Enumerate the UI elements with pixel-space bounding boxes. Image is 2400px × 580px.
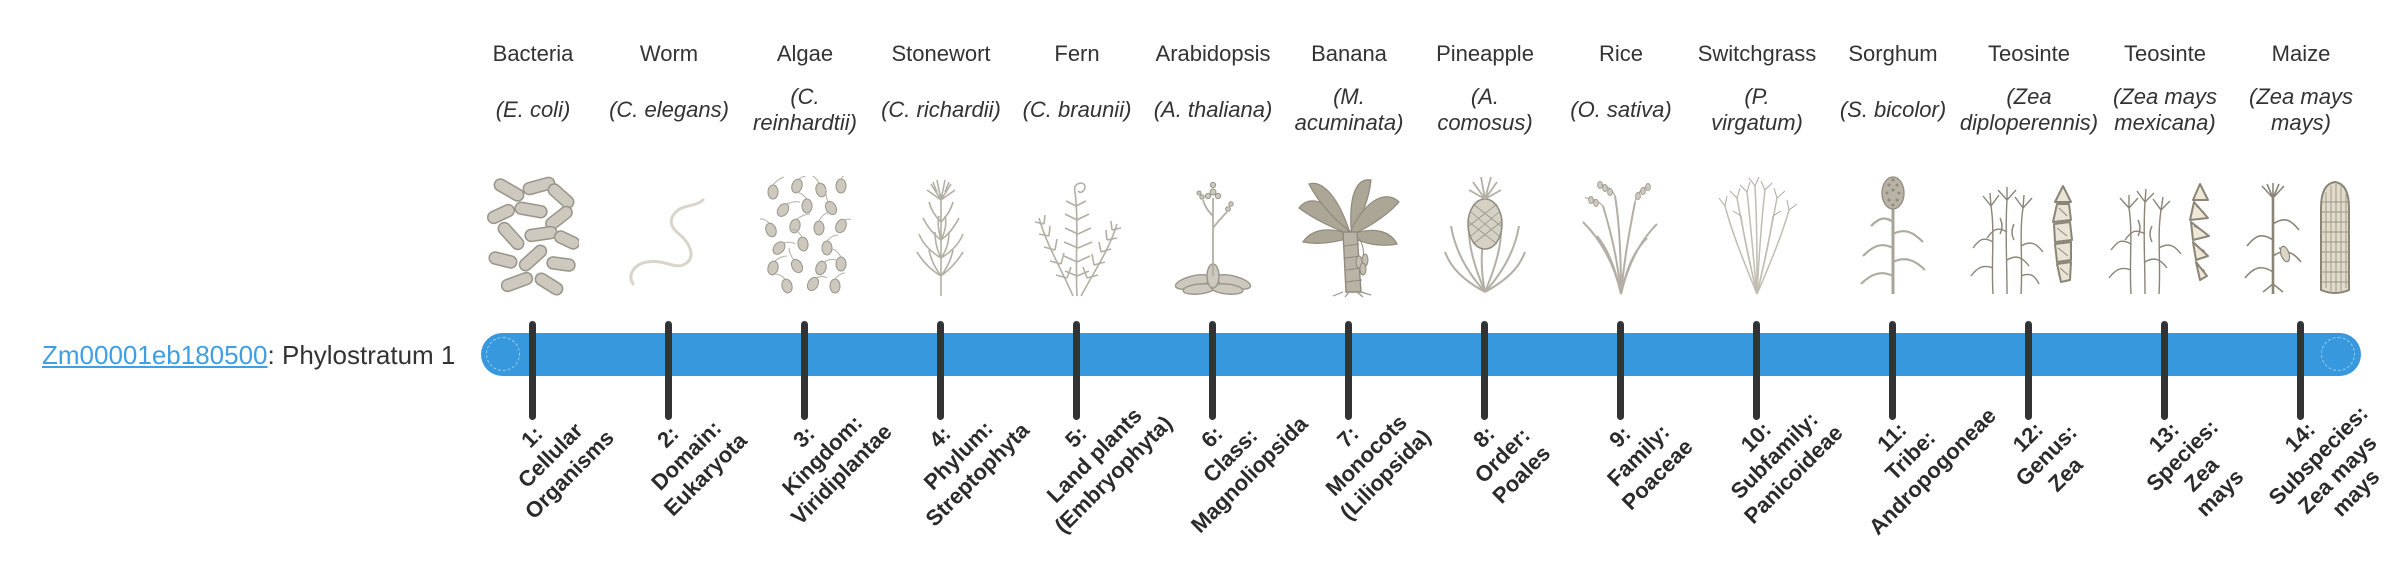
tick-9 [1617,321,1624,420]
tick-10 [1753,321,1760,420]
organism-scientific-name: (C. elegans) [609,97,729,123]
gene-id-link[interactable]: Zm00001eb180500 [42,340,268,370]
tick-7 [1345,321,1352,420]
tick-12 [2025,321,2032,420]
bar-left-cap-ring [486,337,520,371]
organism-column-maize: Maize (Zea mays mays) [2231,38,2371,298]
stonewort-icon [895,172,987,298]
stratum-label-14: 14: Subspecies: Zea mays mays [2263,400,2385,522]
rice-icon [1569,172,1673,298]
tick-1 [529,321,536,420]
organism-scientific-name: (M. acuminata) [1294,84,1404,135]
organism-scientific-name: (P. virgatum) [1711,84,1803,135]
organism-column-sorghum: Sorghum (S. bicolor) [1823,38,1963,298]
tick-8 [1481,321,1488,420]
organism-scientific-name: (C. reinhardtii) [753,84,857,135]
organism-column-algae: Algae (C. reinhardtii) [735,38,875,298]
tick-3 [801,321,808,420]
organism-name: Stonewort [891,41,991,66]
organism-name: Worm [639,41,699,66]
organism-name: Teosinte [1988,41,2070,66]
organism-name: Teosinte [2124,41,2206,66]
organism-scientific-name: (Zea mays mexicana) [2113,84,2217,135]
sorghum-icon [1847,172,1939,298]
organism-name: Sorghum [1848,41,1938,66]
organism-column-stonewort: Stonewort (C. richardii) [871,38,1011,298]
organism-column-bacteria: Bacteria (E. coli) [463,38,603,298]
organism-scientific-name: (E. coli) [495,97,571,123]
organism-name: Maize [2271,41,2331,66]
organism-scientific-name: (C. richardii) [881,97,1001,123]
pineapple-icon [1439,172,1531,298]
organism-scientific-name: (O. sativa) [1570,97,1672,123]
teosinte-diploperennis-icon [1967,172,2091,298]
organism-column-teosinte-diploperennis: Teosinte (Zea diploperennis) [1959,38,2099,298]
phylostratum-value: : Phylostratum 1 [267,340,456,370]
organism-column-rice: Rice (O. sativa) [1551,38,1691,298]
tick-2 [665,321,672,420]
organism-name: Arabidopsis [1155,41,1271,66]
organism-column-worm: Worm (C. elegans) [599,38,739,298]
tick-14 [2297,321,2304,420]
organism-column-switchgrass: Switchgrass (P. virgatum) [1687,38,1827,298]
gene-label: Zm00001eb180500: Phylostratum 1 [42,340,455,371]
teosinte-mexicana-icon [2103,172,2227,298]
organism-scientific-name: (Zea mays mays) [2249,84,2353,135]
organism-name: Switchgrass [1697,41,1817,66]
organism-scientific-name: (Zea diploperennis) [1959,84,2099,135]
timeline-bar [481,333,2361,376]
organism-scientific-name: (A. comosus) [1437,84,1533,135]
bar-right-cap-ring [2321,337,2355,371]
banana-icon [1293,172,1405,298]
fern-icon [1025,172,1129,298]
organism-column-teosinte-mexicana: Teosinte (Zea mays mexicana) [2095,38,2235,298]
tick-5 [1073,321,1080,420]
maize-icon [2239,172,2363,298]
organism-name: Fern [1054,41,1100,66]
organism-scientific-name: (S. bicolor) [1839,97,1947,123]
organism-column-arabidopsis: Arabidopsis (A. thaliana) [1143,38,1283,298]
organism-column-pineapple: Pineapple (A. comosus) [1415,38,1555,298]
tick-11 [1889,321,1896,420]
organism-name: Algae [776,41,834,66]
organism-name: Pineapple [1436,41,1534,66]
organism-column-banana: Banana (M. acuminata) [1279,38,1419,298]
tick-4 [937,321,944,420]
organism-column-fern: Fern (C. braunii) [1007,38,1147,298]
organism-name: Banana [1311,41,1387,66]
arabidopsis-icon [1167,172,1259,298]
organism-name: Bacteria [492,41,574,66]
switchgrass-icon [1705,172,1809,298]
organism-name: Rice [1598,41,1643,66]
bacteria-icon [487,176,579,298]
organism-scientific-name: (C. braunii) [1022,97,1132,123]
tick-6 [1209,321,1216,420]
organism-scientific-name: (A. thaliana) [1153,97,1273,123]
worm-icon [619,198,719,298]
tick-13 [2161,321,2168,420]
algae-icon [759,176,851,298]
